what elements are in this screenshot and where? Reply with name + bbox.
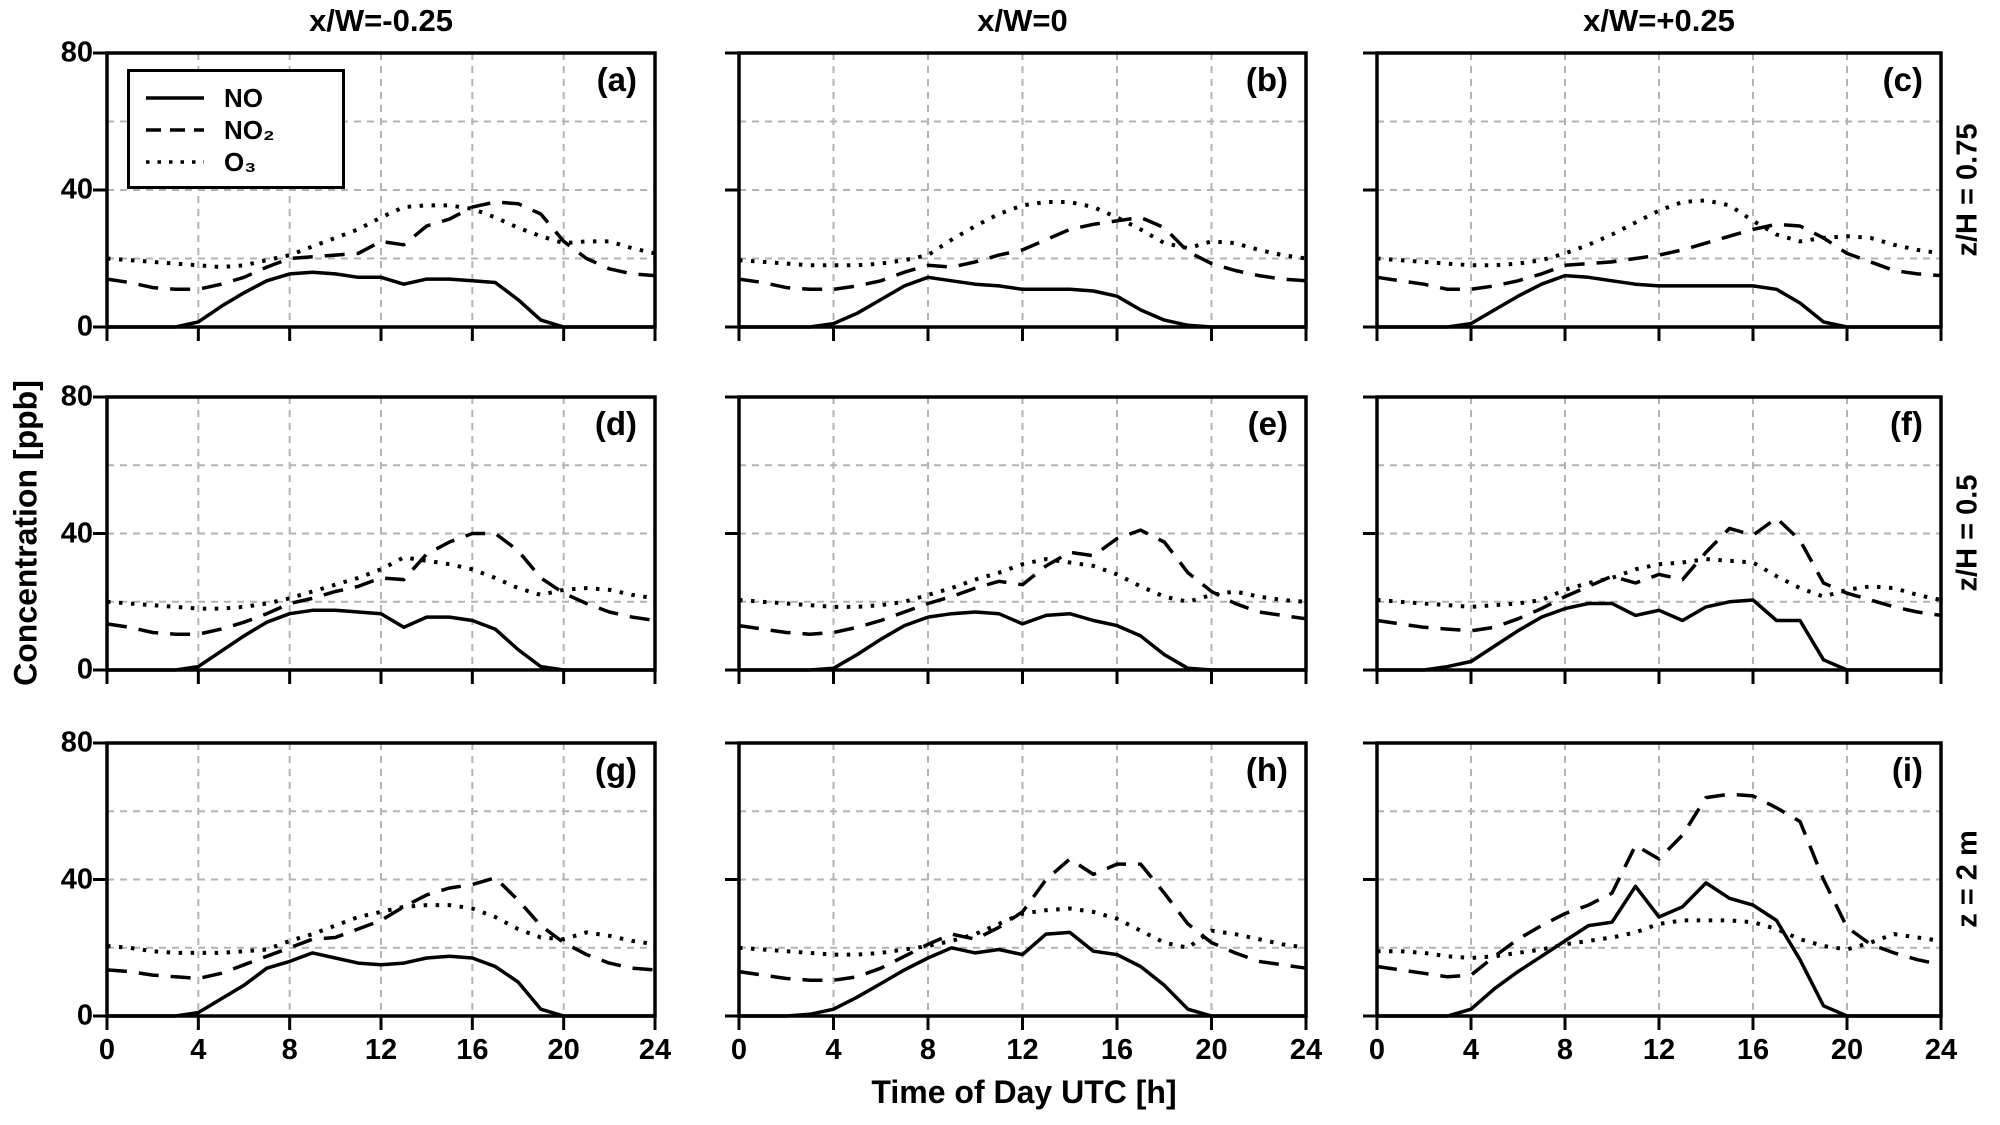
x-tick-label: 0 [1368, 1034, 1386, 1066]
dotted-line-icon [146, 160, 204, 164]
panel-h-plot [725, 741, 1308, 1030]
legend-label-no: NO [224, 82, 263, 113]
y-tick-label: 80 [60, 726, 93, 759]
row-label-top: z/H = 0.75 [1951, 123, 1984, 257]
panel-a: (a) NO NO₂ O₃ 0 40 80 [61, 37, 657, 343]
x-tick-label: 16 [1736, 1034, 1770, 1066]
y-tick-label: 80 [60, 380, 93, 413]
column-title-center: x/W=0 [977, 3, 1068, 38]
panel-c: (c) [1363, 51, 1943, 341]
legend-row-no: NO [130, 82, 342, 114]
y-tick-label: 40 [60, 173, 93, 206]
column-title-right: x/W=+0.25 [1583, 3, 1735, 38]
panel-e-plot [725, 395, 1308, 684]
legend-label-no2: NO₂ [224, 114, 275, 145]
x-tick-label: 8 [281, 1034, 298, 1066]
panel-letter: (b) [1245, 61, 1288, 98]
legend-row-o3: O₃ [130, 146, 342, 178]
panel-b-plot [725, 51, 1308, 341]
x-tick-label: 0 [98, 1034, 116, 1066]
panel-c-plot [1363, 51, 1943, 341]
x-tick-label: 12 [1006, 1034, 1039, 1066]
row-label-bottom: z = 2 m [1951, 830, 1984, 928]
x-tick-label: 12 [1642, 1034, 1676, 1066]
panel-h: (h) 0 4 8 12 16 20 24 [725, 741, 1322, 1066]
solid-line-icon [146, 96, 204, 100]
panel-i-plot [1363, 741, 1943, 1030]
x-tick-label: 24 [638, 1034, 672, 1066]
x-tick-label: 20 [547, 1034, 580, 1066]
x-tick-label: 24 [1289, 1034, 1323, 1066]
x-axis-title: Time of Day UTC [h] [871, 1074, 1177, 1110]
panel-letter: (a) [596, 61, 637, 98]
panel-f-plot [1363, 395, 1943, 684]
y-tick-label: 80 [60, 36, 93, 69]
x-tick-label: 8 [919, 1034, 937, 1066]
y-tick-label: 0 [76, 999, 93, 1032]
x-tick-label: 20 [1830, 1034, 1864, 1066]
x-tick-label: 0 [730, 1034, 748, 1066]
x-tick-label: 4 [190, 1034, 207, 1066]
panel-d: (d) 0 40 80 [61, 381, 657, 686]
panel-i: (i) 0 4 8 12 16 20 24 [1363, 741, 1957, 1066]
x-tick-label: 16 [456, 1034, 489, 1066]
x-tick-label: 20 [1195, 1034, 1228, 1066]
legend-row-no2: NO₂ [130, 114, 342, 146]
panel-f: (f) [1363, 395, 1943, 684]
legend-label-o3: O₃ [224, 146, 257, 177]
column-title-left: x/W=-0.25 [309, 3, 453, 38]
x-tick-label: 4 [1462, 1034, 1480, 1066]
panel-letter: (c) [1882, 61, 1923, 98]
y-tick-label: 0 [76, 310, 93, 343]
x-tick-label: 8 [1556, 1034, 1574, 1066]
panel-e: (e) [725, 395, 1308, 684]
panel-letter: (e) [1247, 405, 1288, 442]
panel-letter: (g) [594, 751, 637, 788]
panel-g-plot [93, 741, 657, 1030]
legend: NO NO₂ O₃ [127, 69, 345, 189]
x-tick-label: 4 [825, 1034, 842, 1066]
panel-letter: (h) [1245, 751, 1288, 788]
panel-g: (g) 0 40 80 0 4 8 12 16 20 24 [61, 727, 671, 1067]
panel-letter: (i) [1891, 751, 1923, 788]
row-label-middle: z/H = 0.5 [1951, 474, 1984, 592]
panel-d-plot [93, 395, 657, 684]
dashed-line-icon [146, 128, 204, 132]
y-tick-label: 40 [60, 863, 93, 895]
y-axis-label: Concentration [ppb] [7, 380, 44, 686]
y-tick-label: 0 [76, 653, 93, 686]
x-tick-label: 12 [364, 1034, 398, 1066]
panel-letter: (d) [594, 405, 637, 442]
x-tick-label: 24 [1924, 1034, 1958, 1066]
y-tick-label: 40 [60, 517, 93, 549]
panel-b: (b) [725, 51, 1308, 341]
panel-letter: (f) [1890, 405, 1923, 442]
x-tick-label: 16 [1100, 1034, 1134, 1066]
